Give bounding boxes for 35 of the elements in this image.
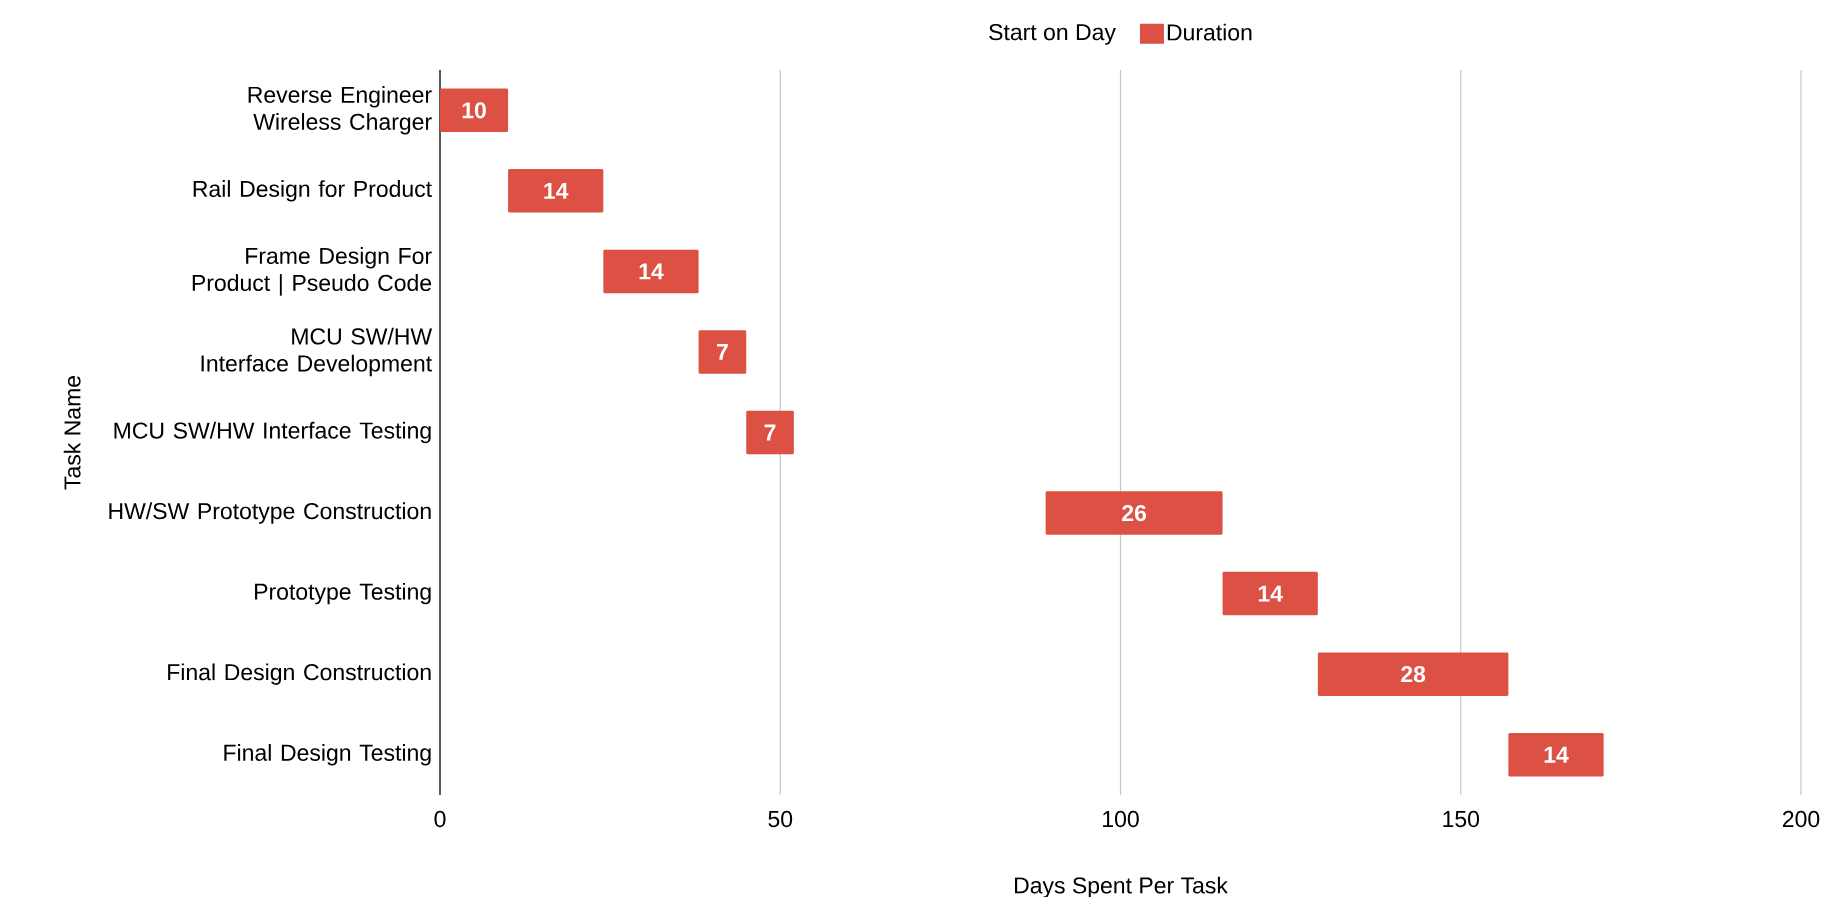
bar: [1508, 732, 1604, 777]
data-label: 14: [544, 182, 569, 199]
legend-title: Start on Day: [989, 24, 1116, 45]
data-label: 7: [717, 344, 728, 360]
y-tick-label: Final Design Testing: [224, 743, 431, 766]
bar: [603, 249, 699, 294]
bar: [1045, 491, 1223, 535]
data-label: 26: [1122, 504, 1147, 522]
y-tick-label: Frame Design For Product | Pseudo Code: [192, 247, 432, 296]
data-label: 7: [764, 424, 776, 441]
bar: [508, 169, 604, 213]
bar: [440, 88, 509, 133]
x-tick-label: 150: [1443, 810, 1480, 828]
y-tick-label: HW/SW Prototype Construction: [109, 502, 431, 524]
bar: [746, 410, 794, 455]
x-tick-label: 100: [1103, 810, 1139, 828]
legend-label: Duration: [1167, 23, 1252, 41]
y-tick-label: Prototype Testing: [255, 582, 431, 605]
y-tick-label: Rail Design for Product: [193, 180, 432, 202]
data-label: 14: [1258, 585, 1283, 602]
data-label: 14: [639, 263, 664, 280]
bar: [698, 330, 747, 374]
y-tick-label: Reverse Engineer Wireless Charger: [248, 86, 432, 135]
y-tick-label: MCU SW/HW Interface Development: [201, 327, 433, 377]
x-tick-label: 200: [1782, 810, 1820, 828]
x-tick-label: 0: [434, 810, 446, 828]
y-axis-title: Task Name: [63, 376, 81, 490]
y-tick-label: MCU SW/HW Interface Testing: [114, 421, 431, 444]
bar: [1222, 571, 1318, 616]
bar: [1317, 652, 1509, 696]
data-label: 10: [462, 102, 486, 119]
data-label: 14: [1544, 746, 1569, 763]
data-label: 28: [1401, 666, 1426, 683]
x-tick-label: 50: [768, 810, 793, 828]
y-tick-label: Final Design Construction: [168, 663, 431, 685]
